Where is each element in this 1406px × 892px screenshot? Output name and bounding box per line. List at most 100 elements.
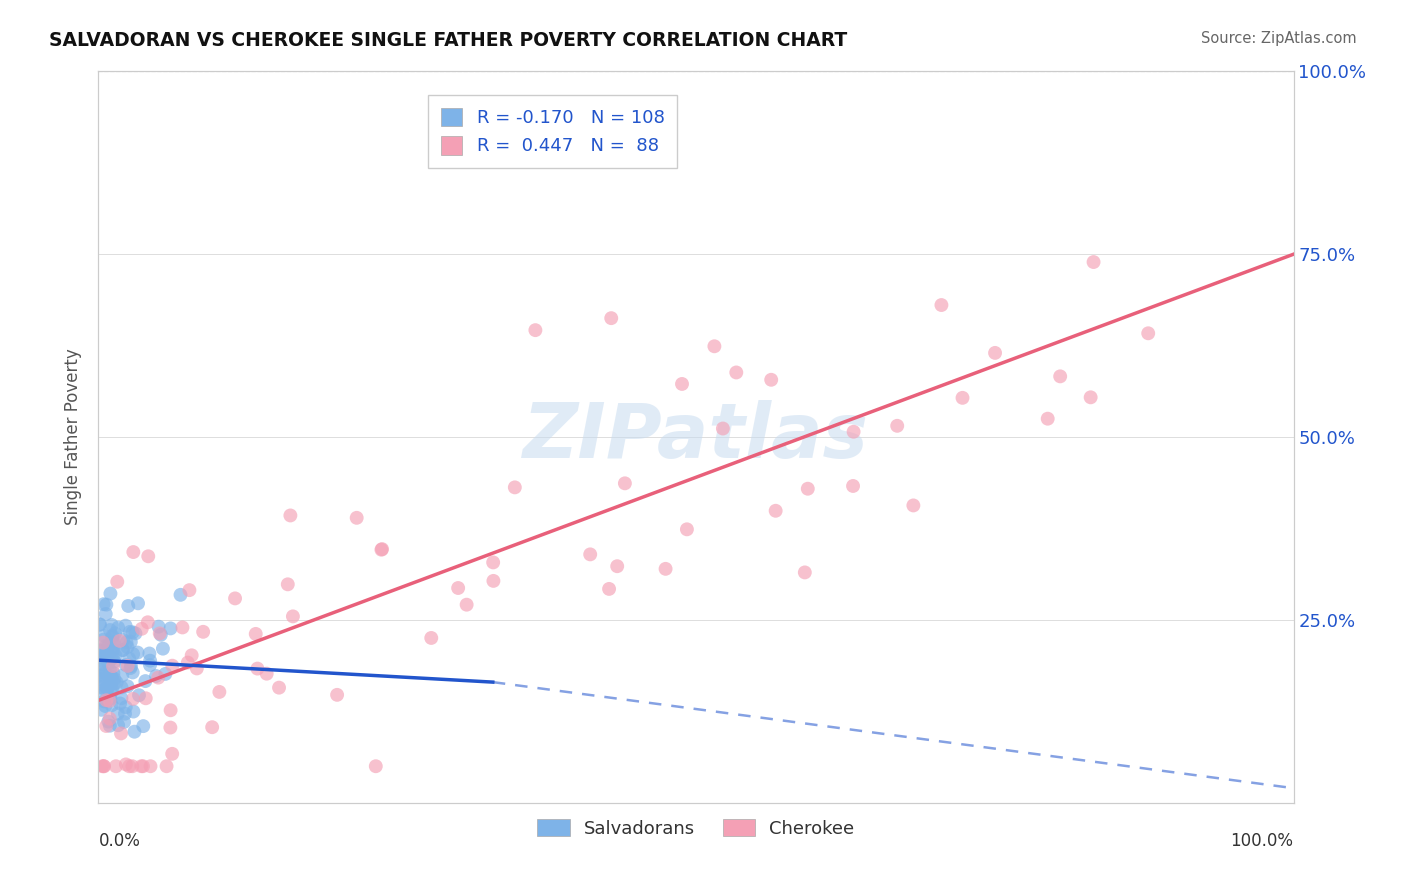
Point [93,694,115,708]
Point [108,697,131,711]
Point [120,635,142,649]
Point [169,588,191,602]
Point [132,759,155,773]
Point [110,681,132,695]
Point [89,681,111,695]
Point [96,719,118,733]
Point [671,376,693,391]
Point [114,706,136,721]
Point [370,542,392,557]
Point [89,669,111,683]
Point [1080,390,1102,404]
Point [120,659,142,673]
Point [114,618,136,632]
Point [131,622,153,636]
Point [91,759,114,773]
Point [246,662,269,676]
Point [90,703,112,717]
Point [97,648,120,662]
Point [131,759,153,773]
Point [346,511,368,525]
Point [172,620,194,634]
Point [103,642,125,657]
Point [711,421,734,435]
Point [94,682,117,697]
Point [98,712,121,726]
Point [122,705,145,719]
Point [145,669,167,683]
Point [676,522,699,536]
Point [97,638,120,652]
Point [89,663,111,677]
Point [139,759,162,773]
Point [100,691,122,706]
Point [201,720,224,734]
Point [703,339,725,353]
Point [100,676,122,690]
Point [97,638,120,652]
Point [127,646,149,660]
Point [503,480,526,494]
Point [114,700,136,714]
Point [94,648,117,662]
Point [89,672,111,686]
Point [128,688,150,702]
Point [654,562,676,576]
Point [606,559,628,574]
Point [104,759,127,773]
Point [952,391,974,405]
Point [447,581,470,595]
Point [155,667,177,681]
Point [101,659,124,673]
Point [245,627,267,641]
Point [277,577,299,591]
Point [224,591,246,606]
Point [103,672,125,686]
Point [136,615,159,630]
Point [138,647,160,661]
Point [96,639,118,653]
Point [121,759,143,773]
Point [1083,255,1105,269]
Text: 100.0%: 100.0% [1230,832,1294,850]
Point [111,643,134,657]
Point [456,598,478,612]
Point [101,682,124,697]
Point [371,542,394,557]
Point [124,724,146,739]
Point [101,650,124,665]
Point [101,629,124,643]
Point [103,666,125,681]
Point [1137,326,1160,341]
Point [420,631,443,645]
Point [118,759,141,773]
Point [89,643,111,657]
Point [107,621,129,635]
Point [104,626,127,640]
Point [98,719,121,733]
Point [101,618,124,632]
Point [101,635,124,649]
Point [111,643,134,657]
Point [139,654,162,668]
Point [524,323,547,337]
Point [97,657,120,671]
Point [98,672,121,686]
Point [90,644,112,658]
Point [96,681,118,695]
Point [91,635,114,649]
Point [179,583,201,598]
Point [94,665,117,680]
Point [122,647,145,661]
Point [108,633,131,648]
Point [160,747,183,761]
Point [122,691,145,706]
Point [117,599,139,613]
Point [110,726,132,740]
Point [159,621,181,635]
Point [134,674,156,689]
Text: ZIPatlas: ZIPatlas [523,401,869,474]
Point [100,670,122,684]
Point [903,499,925,513]
Point [886,418,908,433]
